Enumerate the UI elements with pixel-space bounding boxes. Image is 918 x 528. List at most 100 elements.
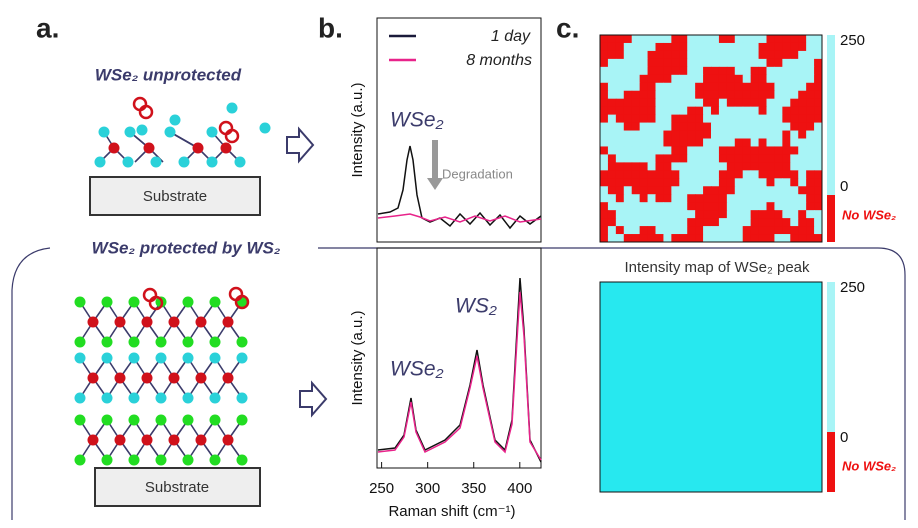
map-cell — [766, 138, 775, 147]
map-cell — [742, 194, 752, 203]
map-cell — [647, 194, 656, 203]
map-cell — [742, 226, 752, 235]
x-tick-label: 300 — [415, 480, 440, 497]
map-cell — [695, 170, 704, 179]
map-cell — [790, 50, 799, 60]
atom — [236, 336, 248, 348]
map-cell — [679, 58, 688, 68]
map-cell — [798, 66, 807, 76]
map-cell — [750, 66, 760, 76]
map-cell — [750, 58, 760, 68]
map-cell — [639, 106, 649, 116]
map-cell — [687, 234, 696, 243]
map-cell — [790, 162, 799, 171]
map-cell — [734, 146, 744, 155]
map-cell — [734, 162, 744, 171]
map-cell — [758, 58, 767, 68]
map-cell — [639, 35, 649, 44]
map-cell — [711, 130, 720, 139]
map-cell — [600, 210, 609, 219]
map-cell — [703, 35, 712, 44]
map-cell — [623, 106, 633, 116]
map-cell — [679, 154, 688, 163]
map-cell — [655, 106, 664, 116]
map-cell — [726, 66, 736, 76]
map-cell — [655, 234, 664, 243]
map-cell — [631, 82, 641, 92]
map-cell — [687, 138, 696, 147]
map-cell — [774, 98, 783, 108]
map-cell — [814, 58, 823, 68]
map-cell — [631, 50, 641, 60]
map-cell — [631, 170, 641, 179]
map-cell — [806, 154, 815, 163]
map-cell — [806, 66, 815, 76]
atom — [101, 392, 113, 404]
map-cell — [742, 186, 752, 195]
map-cell — [758, 178, 767, 187]
atom — [259, 122, 271, 134]
map-cell — [663, 178, 672, 187]
map-cell — [607, 178, 617, 187]
map-cell — [600, 186, 609, 195]
map-cell — [703, 130, 712, 139]
map-cell — [631, 210, 641, 219]
map-cell — [679, 186, 688, 195]
map-cell — [655, 194, 664, 203]
map-cell — [623, 202, 633, 211]
oxygen — [234, 294, 250, 310]
atom — [169, 114, 181, 126]
map-cell — [639, 90, 649, 100]
map-cell — [790, 122, 799, 132]
map-cell — [790, 130, 799, 139]
map-cell — [655, 226, 664, 235]
map-cell — [703, 186, 712, 195]
map-cell — [758, 114, 767, 124]
map-cell — [631, 130, 641, 139]
map-cell — [734, 170, 744, 179]
map-cell — [695, 162, 704, 171]
map-cell — [631, 154, 641, 163]
map-cell — [782, 138, 791, 147]
atom — [87, 434, 99, 446]
atom — [155, 336, 167, 348]
atom — [182, 352, 194, 364]
map-cell — [615, 98, 625, 108]
map-cell — [758, 106, 767, 116]
map-cell — [639, 170, 649, 179]
map-cell — [750, 234, 760, 243]
map-cell — [758, 210, 767, 219]
map-cell — [703, 74, 712, 84]
map-cell — [703, 114, 712, 124]
map-cell — [726, 50, 736, 60]
atom — [124, 126, 136, 138]
map-cell — [726, 58, 736, 68]
map-cell — [782, 162, 791, 171]
atom — [87, 372, 99, 384]
x-tick-label: 400 — [507, 480, 532, 497]
map-cell — [718, 186, 728, 195]
map-cell — [607, 50, 617, 60]
map-cell — [774, 218, 783, 227]
map-cell — [758, 170, 767, 179]
map-cell — [607, 138, 617, 147]
arrow — [286, 126, 315, 164]
panel-label: a. — [36, 12, 59, 43]
map-cell — [639, 210, 649, 219]
map-cell — [750, 50, 760, 60]
map-cell — [607, 114, 617, 124]
atom — [236, 392, 248, 404]
map-cell — [671, 186, 680, 195]
map-cell — [703, 58, 712, 68]
panel-label: b. — [318, 12, 343, 43]
map-cell — [726, 170, 736, 179]
map-cell — [798, 218, 807, 227]
map-cell — [687, 194, 696, 203]
map-cell — [679, 146, 688, 155]
map-cell — [679, 106, 688, 116]
map-cell — [718, 202, 728, 211]
map-cell — [711, 138, 720, 147]
map-cell — [687, 74, 696, 84]
map-cell — [758, 66, 767, 76]
map-cell — [695, 90, 704, 100]
